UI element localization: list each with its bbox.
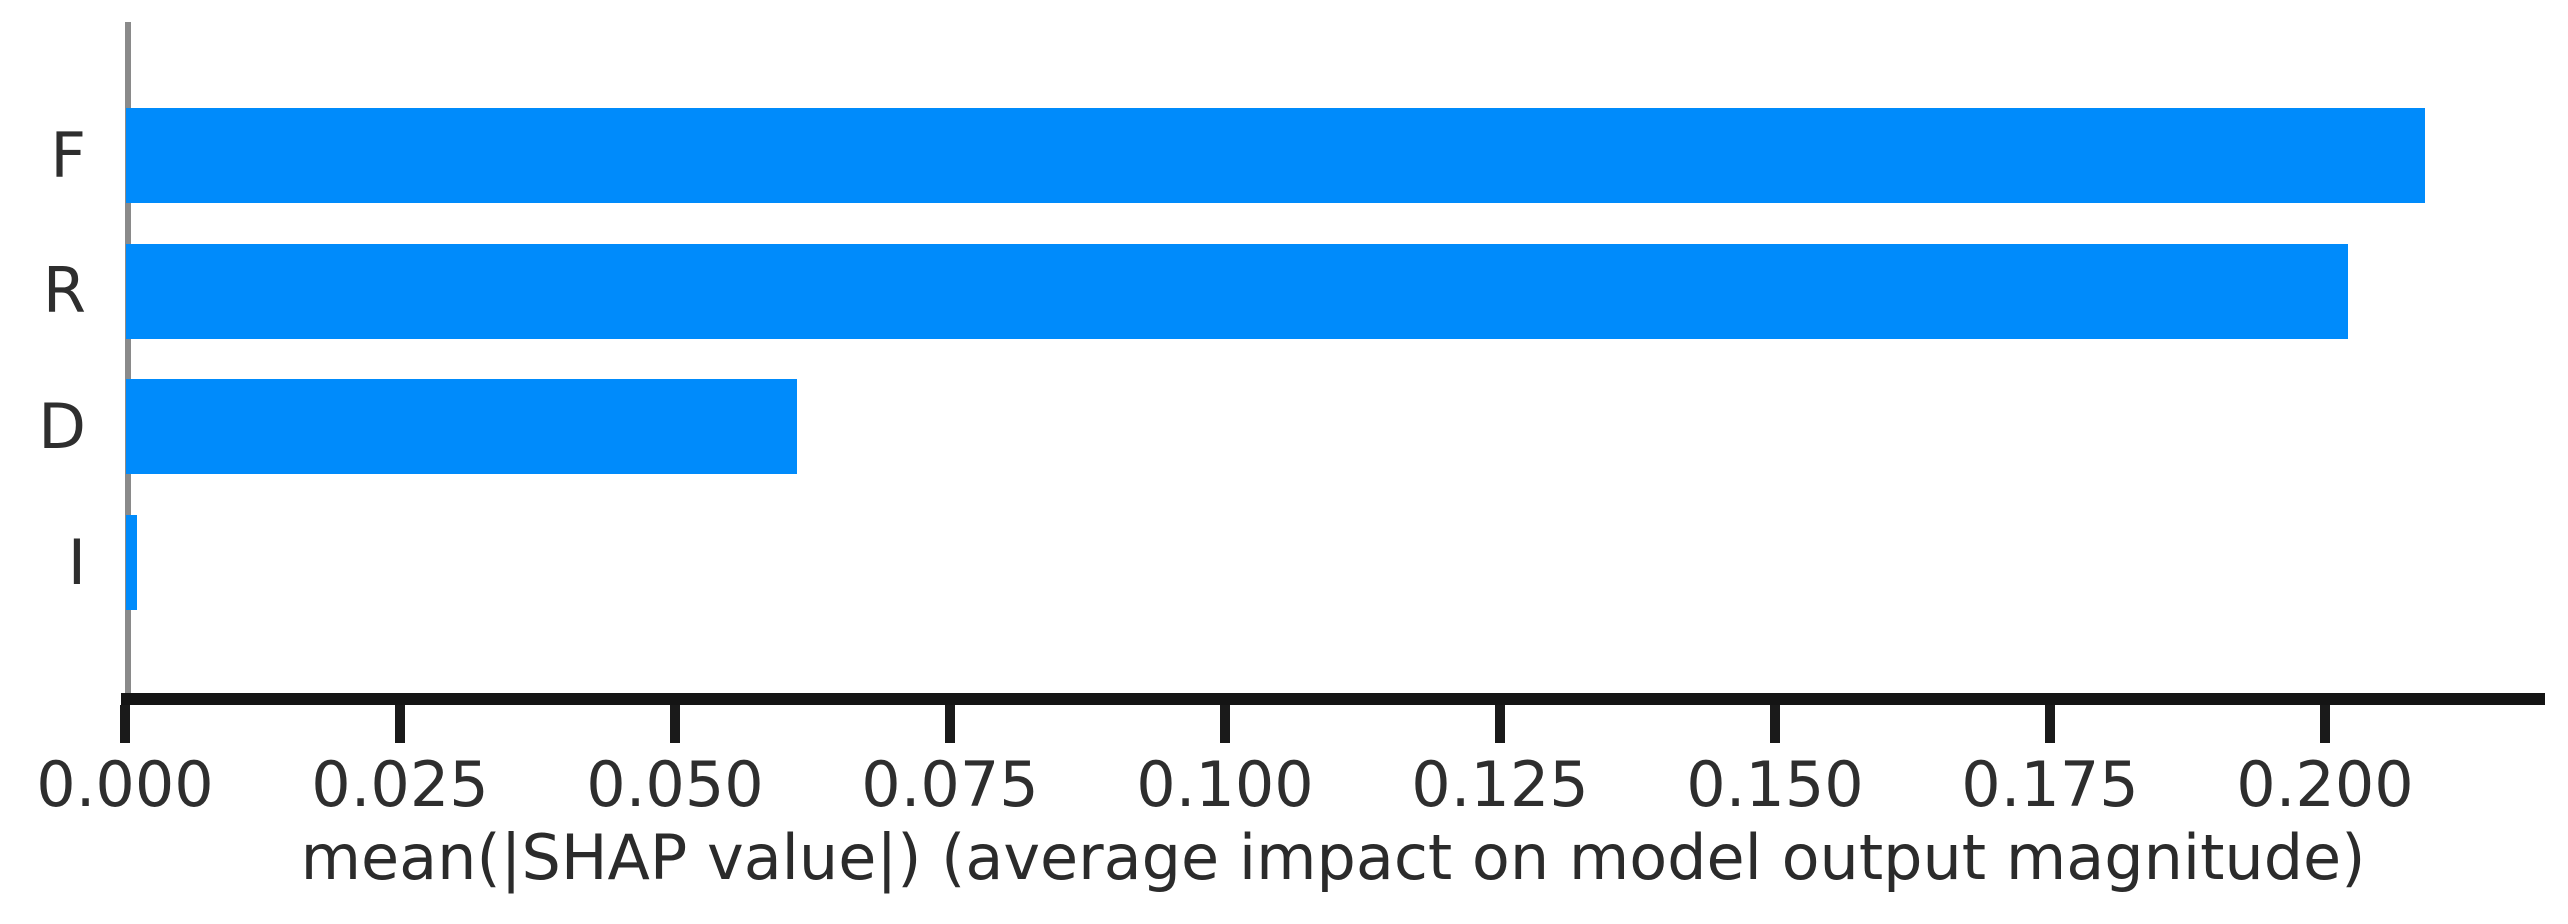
x-tick-mark-0.200 — [2320, 705, 2330, 743]
bar-R — [126, 243, 2348, 339]
y-axis-spine — [125, 22, 131, 705]
x-axis-title: mean(|SHAP value|) (average impact on mo… — [300, 821, 2366, 894]
x-tick-label-0.200: 0.200 — [2236, 748, 2414, 821]
bar-D — [126, 379, 797, 475]
x-tick-label-0.150: 0.150 — [1686, 748, 1864, 821]
x-tick-mark-0.175 — [2045, 705, 2055, 743]
y-tick-label-I: I — [67, 525, 86, 599]
x-tick-mark-0.025 — [395, 705, 405, 743]
x-tick-mark-0.000 — [120, 705, 130, 743]
y-tick-label-R: R — [42, 254, 86, 328]
bar-F — [126, 108, 2425, 203]
x-tick-label-0.000: 0.000 — [36, 748, 214, 821]
bar-I — [126, 515, 137, 611]
x-tick-mark-0.075 — [945, 705, 955, 743]
x-tick-mark-0.050 — [670, 705, 680, 743]
x-tick-mark-0.150 — [1770, 705, 1780, 743]
x-tick-mark-0.100 — [1220, 705, 1230, 743]
y-tick-label-F: F — [50, 118, 86, 192]
y-tick-label-D: D — [38, 389, 86, 463]
x-tick-label-0.125: 0.125 — [1411, 748, 1589, 821]
x-tick-mark-0.125 — [1495, 705, 1505, 743]
x-tick-label-0.100: 0.100 — [1136, 748, 1314, 821]
x-axis-line — [121, 693, 2545, 705]
x-tick-label-0.050: 0.050 — [586, 748, 764, 821]
x-tick-label-0.175: 0.175 — [1961, 748, 2139, 821]
x-tick-label-0.075: 0.075 — [861, 748, 1039, 821]
x-tick-label-0.025: 0.025 — [311, 748, 489, 821]
